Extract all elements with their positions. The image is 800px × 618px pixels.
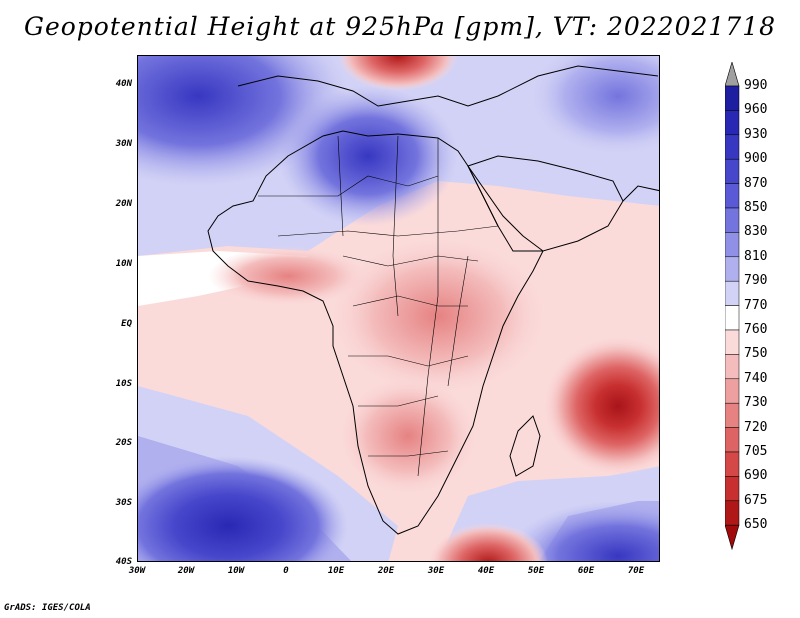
lon-label-20e: 20E	[377, 566, 395, 576]
map-title: Geopotential Height at 925hPa [gpm], VT:…	[23, 12, 777, 41]
lat-label-30s: 30S	[115, 498, 132, 508]
colorbar-level-label: 650	[744, 517, 768, 533]
colorbar-box	[725, 305, 740, 331]
border-line	[337, 135, 344, 237]
colorbar-level-label: 675	[744, 492, 768, 508]
lon-label-30w: 30W	[128, 566, 146, 576]
border-line	[392, 135, 399, 317]
colorbar-level-label: 790	[744, 273, 768, 289]
colorbar-box	[725, 183, 740, 209]
colorbar-level-label: 830	[744, 224, 768, 240]
lat-label-eq: EQ	[121, 319, 132, 329]
lat-label-40n: 40N	[115, 79, 132, 89]
country-borders	[258, 135, 499, 477]
colorbar-level-label: 705	[744, 444, 768, 459]
lat-label-20n: 20N	[115, 199, 132, 209]
lon-label-10e: 10E	[327, 566, 345, 576]
lon-label-10w: 10W	[227, 566, 245, 576]
colorbar-level-label: 750	[744, 346, 768, 362]
colorbar-box	[725, 232, 740, 258]
southwest-high-center	[138, 456, 348, 561]
border-line	[447, 255, 469, 387]
lat-label-20s: 20S	[115, 438, 132, 448]
lon-label-50e: 50E	[527, 566, 545, 576]
colorbar-box	[725, 402, 740, 428]
colorbar-level-label: 870	[744, 175, 768, 191]
colorbar-level-label: 730	[744, 395, 768, 411]
lat-label-10s: 10S	[115, 379, 132, 389]
colorbar-box	[725, 329, 740, 355]
indian-ocean-low	[543, 336, 659, 476]
colorbar-level-label: 770	[744, 297, 768, 313]
lon-label-30e: 30E	[427, 566, 445, 576]
africa-coastline	[207, 130, 544, 535]
border-line	[368, 450, 449, 457]
colorbar-box	[725, 85, 740, 111]
colorbar-box	[725, 256, 740, 282]
colorbar-level-label: 810	[744, 248, 768, 264]
lat-label-10n: 10N	[115, 259, 132, 269]
coastlines	[207, 65, 659, 535]
colorbar-box	[725, 158, 740, 184]
colorbar-box	[725, 110, 740, 136]
border-line	[342, 255, 479, 267]
colorbar-level-label: 690	[744, 468, 768, 484]
southern-ocean-low	[428, 523, 548, 561]
colorbar-level-label: 740	[744, 370, 768, 386]
colorbar-box	[725, 280, 740, 306]
colorbar-top-arrow	[725, 62, 740, 87]
colorbar-level-label: 930	[744, 126, 768, 142]
india-coastline	[622, 185, 659, 202]
colorbar-level-label: 960	[744, 102, 768, 118]
border-line	[277, 225, 499, 237]
colorbar-level-label: 900	[744, 151, 768, 167]
lon-label-40e: 40E	[477, 566, 495, 576]
colorbar-level-label: 850	[744, 200, 768, 215]
border-line	[358, 395, 439, 407]
border-line	[417, 138, 439, 477]
colorbar-box	[725, 378, 740, 404]
colorbar-bottom-arrow	[725, 524, 740, 551]
lon-label-60e: 60E	[577, 566, 595, 576]
border-line	[352, 295, 468, 307]
lon-label-70e: 70E	[627, 566, 645, 576]
colorbar-box	[725, 207, 740, 233]
red-sea	[467, 165, 499, 227]
northeast-high	[528, 56, 659, 156]
madagascar-coastline	[509, 415, 541, 477]
lat-label-40s: 40S	[115, 557, 132, 567]
west-africa-low	[208, 246, 368, 306]
sahara-high	[278, 86, 458, 226]
lat-label-30n: 30N	[115, 139, 132, 149]
border-line	[258, 175, 439, 197]
southeast-high-center	[508, 501, 659, 561]
colorbar-level-label: 720	[744, 419, 768, 435]
grads-credit: GrADS: IGES/COLA	[4, 603, 91, 613]
colorbar-box	[725, 500, 740, 526]
colorbar-box	[725, 451, 740, 477]
southern-africa-low	[338, 376, 478, 496]
arabia-coastline	[467, 155, 624, 252]
lon-label-20w: 20W	[177, 566, 195, 576]
colorbar	[725, 62, 740, 551]
geopotential-map	[138, 56, 659, 561]
mediterranean-low	[338, 56, 458, 91]
border-line	[348, 355, 469, 367]
colorbar-level-label: 760	[744, 322, 768, 337]
lon-label-0: 0	[283, 566, 289, 576]
colorbar-box	[725, 427, 740, 453]
colorbar-level-label: 990	[744, 78, 768, 93]
colorbar-box	[725, 354, 740, 380]
europe-coastline	[237, 65, 659, 107]
colorbar-box	[725, 134, 740, 160]
map-panel	[137, 55, 660, 562]
colorbar-box	[725, 476, 740, 502]
